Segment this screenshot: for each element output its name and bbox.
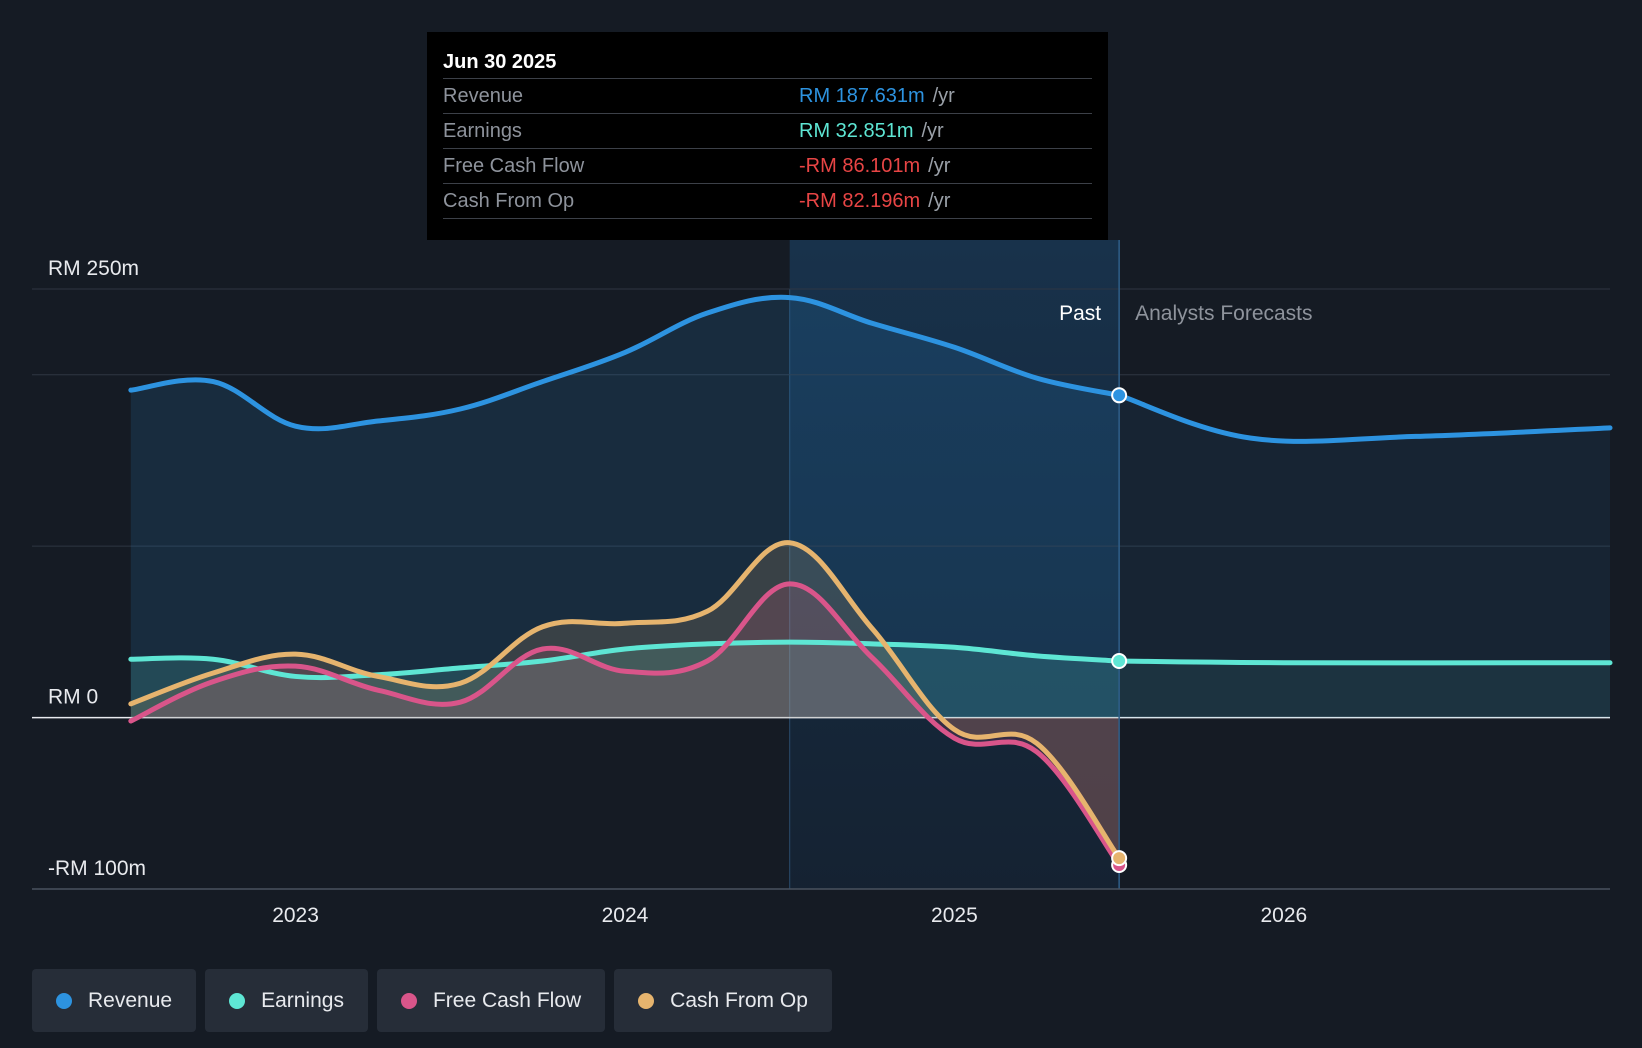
x-tick-label: 2024	[602, 904, 649, 927]
x-tick-label: 2026	[1260, 904, 1307, 927]
earnings-marker	[1111, 653, 1128, 669]
free-cash-flow-line	[128, 581, 1122, 868]
tooltip-unit: /yr	[921, 120, 944, 142]
tooltip-date: Jun 30 2025	[443, 51, 557, 73]
revenue-line	[128, 294, 1122, 432]
cash-from-op-marker	[1111, 850, 1128, 867]
legend-dot-icon	[56, 992, 72, 1009]
revenue-forecast-line	[1116, 392, 1613, 444]
chart-legend: Revenue Earnings Free Cash Flow Cash Fro…	[32, 969, 832, 1032]
legend-label: Earnings	[261, 988, 344, 1012]
legend-item-revenue[interactable]: Revenue	[32, 969, 197, 1032]
tooltip-label: Earnings	[443, 120, 522, 142]
legend-dot-icon	[638, 992, 655, 1009]
y-tick-label: RM 250m	[48, 257, 139, 280]
x-tick-label: 2025	[931, 904, 978, 927]
tooltip-value: -RM 86.101m	[799, 155, 921, 177]
tooltip-label: Cash From Op	[443, 190, 575, 212]
y-tick-label: -RM 100m	[48, 857, 146, 880]
legend-label: Free Cash Flow	[432, 988, 582, 1012]
tooltip-row-earnings: Earnings RM 32.851m /yr	[443, 113, 1092, 148]
tooltip-unit: /yr	[928, 190, 951, 212]
legend-item-earnings[interactable]: Earnings	[205, 969, 368, 1032]
legend-item-free-cash-flow[interactable]: Free Cash Flow	[376, 969, 606, 1032]
tooltip-value: RM 187.631m	[799, 85, 925, 107]
tooltip-label: Revenue	[443, 85, 524, 107]
legend-label: Revenue	[88, 988, 173, 1012]
revenue-marker	[1111, 387, 1128, 404]
earnings-line	[128, 639, 1122, 681]
forecast-region-label: Analysts Forecasts	[1135, 302, 1312, 325]
tooltip-value: -RM 82.196m	[799, 190, 921, 212]
x-tick-label: 2023	[272, 904, 319, 927]
legend-label: Cash From Op	[670, 988, 808, 1012]
legend-dot-icon	[400, 992, 417, 1009]
earnings-forecast-area	[1119, 661, 1610, 718]
legend-dot-icon	[229, 992, 246, 1009]
tooltip-unit: /yr	[928, 155, 951, 177]
data-tooltip: Jun 30 2025 Revenue RM 187.631m /yr Earn…	[427, 32, 1108, 240]
earnings-forecast-line	[1116, 658, 1613, 666]
y-tick-label: RM 0	[48, 686, 98, 709]
tooltip-row-cash-from-op: Cash From Op -RM 82.196m /yr	[443, 183, 1092, 219]
revenue-forecast-area	[1119, 395, 1610, 718]
past-region-label: Past	[1059, 302, 1101, 325]
tooltip-row-revenue: Revenue RM 187.631m /yr	[443, 78, 1092, 113]
cash-from-op-line	[128, 540, 1122, 861]
tooltip-label: Free Cash Flow	[443, 155, 585, 177]
tooltip-row-free-cash-flow: Free Cash Flow -RM 86.101m /yr	[443, 148, 1092, 183]
cash-from-op-area	[130, 542, 1120, 859]
tooltip-unit: /yr	[932, 85, 955, 107]
tooltip-value: RM 32.851m	[799, 120, 914, 142]
revenue-area	[130, 297, 1120, 718]
legend-item-cash-from-op[interactable]: Cash From Op	[614, 969, 832, 1032]
